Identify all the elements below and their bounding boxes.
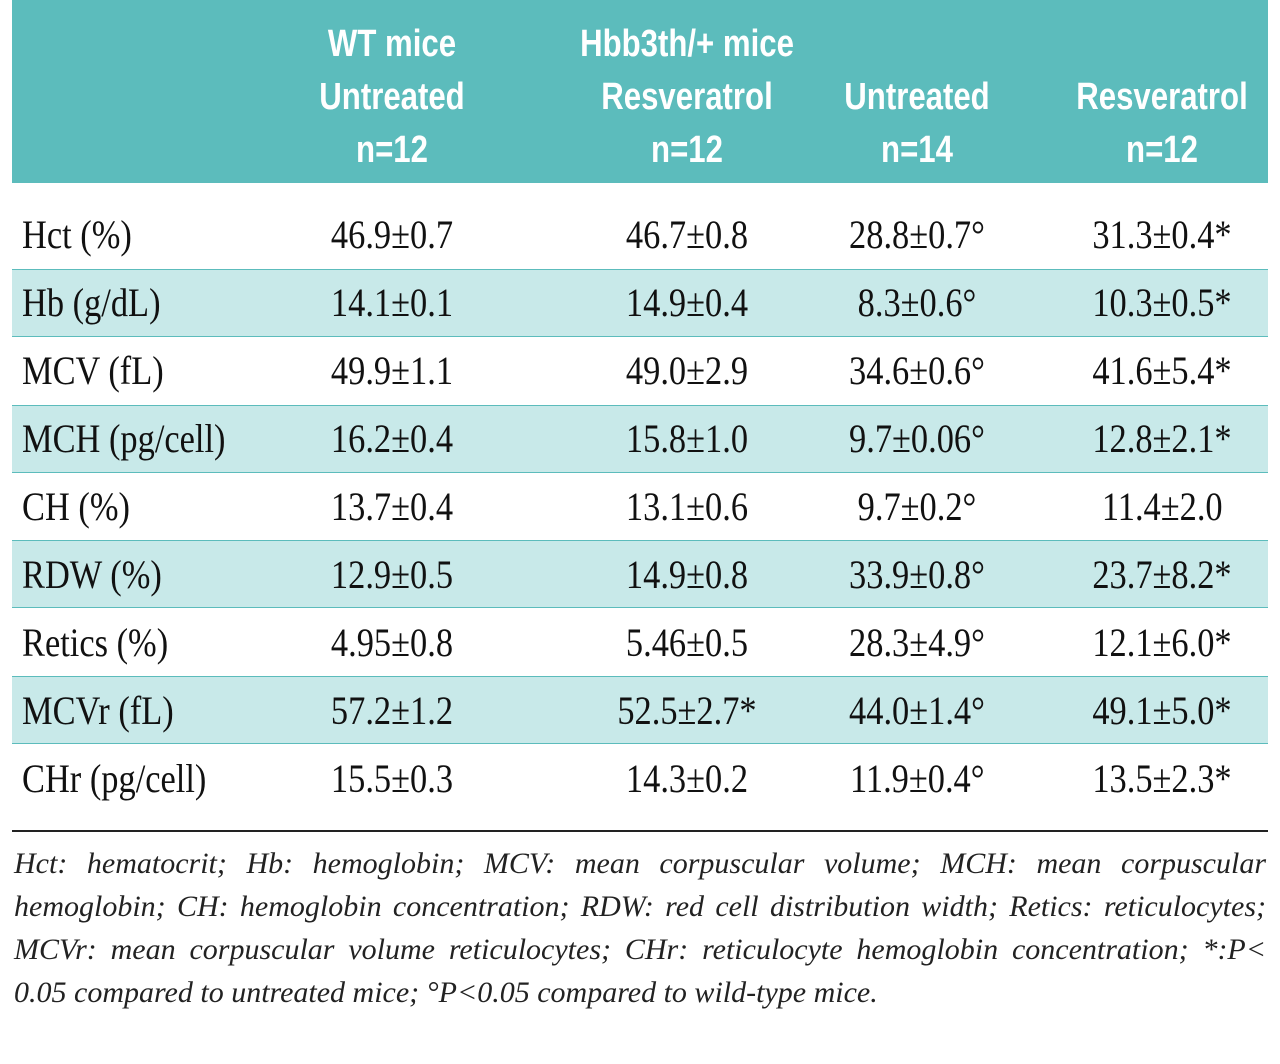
row-label: RDW (%) xyxy=(22,551,162,597)
table-divider xyxy=(12,830,1268,832)
cell-value: 44.0±1.4° xyxy=(849,687,985,733)
cell-value: 34.6±0.6° xyxy=(849,348,985,394)
table-body: Hct (%) 46.9±0.7 46.7±0.8 28.8±0.7° 31.3… xyxy=(12,201,1268,812)
row-label: Hb (g/dL) xyxy=(22,280,161,326)
cell-value: 13.5±2.3* xyxy=(1092,755,1232,801)
cell-value: 31.3±0.4* xyxy=(1092,212,1232,258)
cell-value: 49.1±5.0* xyxy=(1092,687,1232,733)
row-label: MCVr (fL) xyxy=(22,687,174,733)
table-header: WT mice Untreated n=12 Hbb3th/+ mice Res… xyxy=(12,0,1268,183)
table-row: Hct (%) 46.9±0.7 46.7±0.8 28.8±0.7° 31.3… xyxy=(12,201,1268,269)
cell-value: 10.3±0.5* xyxy=(1092,280,1232,326)
cell-value: 46.7±0.8 xyxy=(625,212,749,258)
cell-value: 49.9±1.1 xyxy=(330,348,454,394)
table-row: MCH (pg/cell) 16.2±0.4 15.8±1.0 9.7±0.06… xyxy=(12,404,1268,473)
header-wt-untreated: WT mice Untreated n=12 xyxy=(319,23,465,171)
header-hbb-untreated: Untreated n=14 xyxy=(844,76,990,171)
cell-value: 15.8±1.0 xyxy=(625,416,749,462)
cell-value: 8.3±0.6° xyxy=(857,280,977,326)
cell-value: 13.7±0.4 xyxy=(330,483,454,529)
row-label: MCV (fL) xyxy=(22,348,164,394)
cell-value: 33.9±0.8° xyxy=(849,551,985,597)
row-label: Hct (%) xyxy=(22,212,132,258)
cell-value: 57.2±1.2 xyxy=(330,687,454,733)
cell-value: 13.1±0.6 xyxy=(625,483,749,529)
cell-value: 12.1±6.0* xyxy=(1092,619,1232,665)
table-row: Hb (g/dL) 14.1±0.1 14.9±0.4 8.3±0.6° 10.… xyxy=(12,268,1268,337)
table-row: MCVr (fL) 57.2±1.2 52.5±2.7* 44.0±1.4° 4… xyxy=(12,676,1268,745)
cell-value: 5.46±0.5 xyxy=(625,619,749,665)
cell-value: 23.7±8.2* xyxy=(1092,551,1232,597)
cell-value: 11.4±2.0 xyxy=(1101,483,1223,529)
cell-value: 28.8±0.7° xyxy=(849,212,985,258)
table-footnote: Hct: hematocrit; Hb: hemoglobin; MCV: me… xyxy=(14,847,1266,1009)
data-table: WT mice Untreated n=12 Hbb3th/+ mice Res… xyxy=(12,0,1268,812)
cell-value: 14.3±0.2 xyxy=(625,755,749,801)
cell-value: 9.7±0.06° xyxy=(849,416,985,462)
cell-value: 12.9±0.5 xyxy=(330,551,454,597)
header-hbb-resveratrol: Resveratrol n=12 xyxy=(1076,76,1248,171)
table-row: CH (%) 13.7±0.4 13.1±0.6 9.7±0.2° 11.4±2… xyxy=(12,473,1268,541)
cell-value: 16.2±0.4 xyxy=(330,416,454,462)
cell-value: 14.9±0.8 xyxy=(625,551,749,597)
header-wt-resveratrol: Hbb3th/+ mice Resveratrol n=12 xyxy=(580,23,794,171)
table-row: Retics (%) 4.95±0.8 5.46±0.5 28.3±4.9° 1… xyxy=(12,608,1268,676)
row-label: MCH (pg/cell) xyxy=(22,416,226,462)
cell-value: 46.9±0.7 xyxy=(330,212,454,258)
table-row: CHr (pg/cell) 15.5±0.3 14.3±0.2 11.9±0.4… xyxy=(12,744,1268,812)
cell-value: 49.0±2.9 xyxy=(625,348,749,394)
row-label: CH (%) xyxy=(22,483,130,529)
cell-value: 52.5±2.7* xyxy=(617,687,757,733)
row-label: Retics (%) xyxy=(22,619,169,665)
row-label: CHr (pg/cell) xyxy=(22,755,207,801)
table-row: MCV (fL) 49.9±1.1 49.0±2.9 34.6±0.6° 41.… xyxy=(12,337,1268,405)
table-row: RDW (%) 12.9±0.5 14.9±0.8 33.9±0.8° 23.7… xyxy=(12,540,1268,609)
cell-value: 12.8±2.1* xyxy=(1092,416,1232,462)
cell-value: 4.95±0.8 xyxy=(330,619,454,665)
cell-value: 14.9±0.4 xyxy=(625,280,749,326)
cell-value: 9.7±0.2° xyxy=(857,483,977,529)
cell-value: 14.1±0.1 xyxy=(330,280,454,326)
cell-value: 41.6±5.4* xyxy=(1092,348,1232,394)
cell-value: 15.5±0.3 xyxy=(330,755,454,801)
cell-value: 11.9±0.4° xyxy=(849,755,985,801)
cell-value: 28.3±4.9° xyxy=(849,619,985,665)
